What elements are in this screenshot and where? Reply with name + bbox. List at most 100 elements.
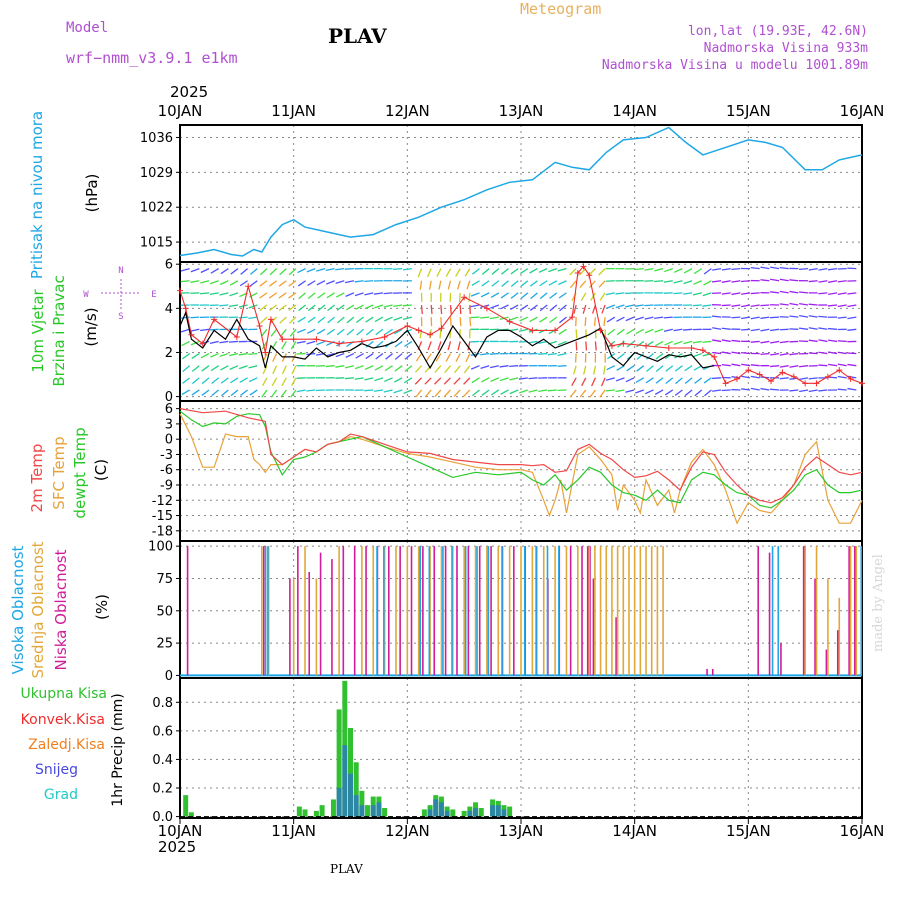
wind-arrow bbox=[345, 292, 355, 297]
wind-arrow bbox=[519, 304, 529, 311]
wind-arrow bbox=[605, 389, 615, 392]
wind-arrow bbox=[683, 280, 693, 285]
wind-arrow bbox=[394, 340, 403, 348]
wind-arrow bbox=[336, 316, 345, 324]
wind-arrow bbox=[262, 377, 268, 387]
wind-arrow bbox=[847, 375, 857, 379]
y-tick-label: 100 bbox=[148, 540, 173, 555]
wind-arrow bbox=[298, 292, 307, 300]
precip-legend-2: Zaledj.Kisa bbox=[28, 737, 105, 753]
rain-total-bar bbox=[353, 762, 359, 817]
wind-arrow bbox=[335, 352, 345, 358]
wind-arrow bbox=[427, 341, 432, 351]
wind-arrow bbox=[271, 377, 278, 387]
wind-arrow bbox=[693, 280, 702, 285]
wind-arrow bbox=[789, 302, 799, 306]
gust-marker bbox=[597, 327, 604, 334]
wind-arrow bbox=[489, 365, 499, 369]
wind-arrow bbox=[316, 328, 326, 335]
wind-arrow bbox=[779, 365, 789, 368]
wind-arrow bbox=[420, 304, 423, 315]
wind-arrow bbox=[230, 377, 239, 384]
wind-arrow bbox=[818, 351, 828, 355]
wind-arrow bbox=[702, 292, 712, 297]
wind-arrow bbox=[209, 280, 219, 285]
wind-arrow bbox=[683, 292, 693, 295]
wind-arrow bbox=[291, 365, 297, 375]
altitude-label: Nadmorska Visina 933m bbox=[703, 41, 868, 56]
wind-arrow bbox=[425, 353, 432, 362]
wind-arrow bbox=[219, 304, 229, 307]
precip-legend-0: Ukupna Kisa bbox=[20, 686, 107, 702]
snow-bar bbox=[495, 805, 501, 817]
x-tick-label-top: 10JAN bbox=[158, 102, 203, 120]
wind-arrow bbox=[500, 389, 509, 395]
wind-arrow bbox=[414, 377, 423, 385]
x-tick-label-top: 12JAN bbox=[385, 102, 430, 120]
wind-arrow bbox=[453, 377, 461, 385]
wind-arrow bbox=[712, 267, 722, 271]
wind-arrow bbox=[336, 328, 345, 336]
wind-arrow bbox=[501, 280, 509, 287]
y-tick-label: 0.2 bbox=[152, 782, 173, 797]
x-tick-label-bottom: 14JAN bbox=[612, 822, 657, 840]
wind-arrow bbox=[345, 352, 355, 358]
wind-arrow bbox=[470, 352, 480, 357]
wind-title: 10m Vjetar bbox=[29, 288, 47, 372]
wind-arrow bbox=[646, 353, 654, 360]
wind-arrow bbox=[290, 341, 297, 350]
wind-arrow bbox=[588, 280, 596, 288]
snow-bar bbox=[467, 810, 473, 817]
wind-arrow bbox=[741, 280, 751, 283]
model-altitude-label: Nadmorska Visina u modelu 1001.89m bbox=[601, 58, 868, 73]
gust-marker bbox=[529, 327, 536, 334]
gust-marker bbox=[699, 347, 706, 354]
wind-arrow bbox=[837, 388, 847, 391]
wind-arrow bbox=[219, 352, 229, 358]
x-tick-label-bottom: 12JAN bbox=[385, 822, 430, 840]
wind-arrow bbox=[585, 341, 588, 351]
wind-arrow bbox=[346, 316, 355, 324]
wind-arrow bbox=[317, 304, 326, 312]
wind-arrow bbox=[364, 377, 374, 381]
wind-arrow bbox=[306, 328, 316, 334]
wind-arrow bbox=[364, 304, 374, 310]
precip-legend-1: Konvek.Kisa bbox=[21, 712, 105, 728]
wind-arrow bbox=[393, 316, 403, 321]
wind-arrow bbox=[327, 304, 335, 312]
wind-arrow bbox=[770, 328, 780, 332]
y-tick-label: -12 bbox=[152, 494, 173, 509]
rain-total-bar bbox=[365, 805, 371, 817]
wind-arrow bbox=[558, 280, 567, 286]
wind-arrow bbox=[434, 389, 442, 398]
wind-arrow bbox=[455, 353, 461, 362]
wind-arrow bbox=[404, 353, 413, 360]
wind-arrow bbox=[750, 267, 760, 270]
wind-arrow bbox=[394, 365, 403, 372]
wind-arrow bbox=[712, 327, 722, 330]
wind-arrow bbox=[472, 389, 480, 397]
wind-arrow bbox=[750, 387, 760, 391]
wind-arrow bbox=[625, 292, 635, 295]
wind-arrow bbox=[694, 389, 703, 397]
wind-arrow bbox=[182, 377, 191, 384]
wind-arrow bbox=[248, 377, 258, 383]
gust-marker bbox=[290, 336, 297, 343]
wind-arrow bbox=[190, 280, 200, 283]
wind-arrow bbox=[415, 353, 423, 362]
wind-arrow bbox=[200, 352, 210, 359]
product-title: Meteogram bbox=[520, 0, 602, 18]
wind-arrow bbox=[288, 292, 297, 299]
wind-arrow bbox=[470, 304, 480, 308]
wind-arrow bbox=[604, 341, 607, 351]
wind-arrow bbox=[770, 388, 780, 391]
wind-arrow bbox=[654, 328, 664, 333]
wind-arrow bbox=[634, 304, 644, 307]
wind-arrow bbox=[569, 280, 577, 289]
wind-arrow bbox=[731, 280, 741, 283]
wind-arrow bbox=[584, 317, 587, 327]
gust-marker bbox=[756, 371, 763, 378]
wind-arrow bbox=[779, 377, 789, 380]
y-tick-label: 75 bbox=[156, 572, 173, 587]
wind-arrow bbox=[731, 304, 741, 307]
